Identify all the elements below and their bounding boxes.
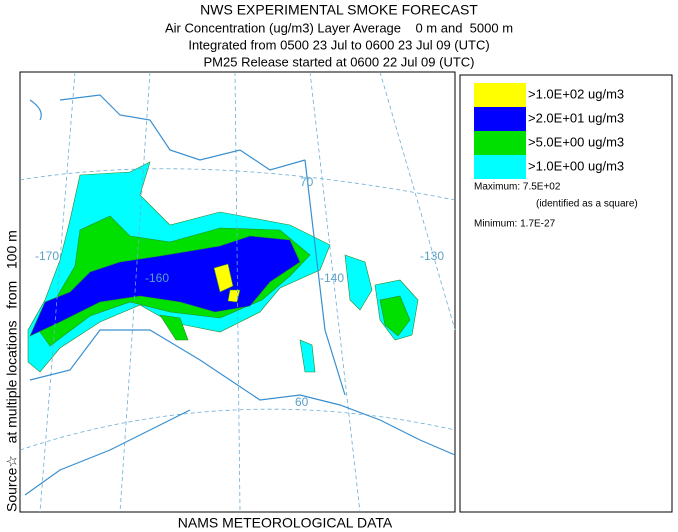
subtitle: PM25 Release started at 0600 22 Jul 09 (… [204,54,475,69]
legend-swatch [474,131,526,155]
graticule [39,71,76,513]
graticule [379,71,456,331]
title: NWS EXPERIMENTAL SMOKE FORECAST [200,2,478,18]
footer: NAMS METEOROLOGICAL DATA [178,515,393,531]
smoke-contour [227,289,241,303]
graticule-label: -170 [35,249,59,263]
coastline [59,94,306,171]
graticule-label: -140 [320,271,344,285]
coastline [29,99,42,121]
graticule [119,71,151,513]
graticule-label: 60 [295,395,309,409]
graticule [19,408,456,451]
subtitle: Air Concentration (ug/m3) Layer Average … [165,20,513,35]
coastline [29,329,456,456]
legend-label: >1.0E+00 ug/m3 [528,158,624,173]
source-label: Source☆ at multiple locations from 100 m [4,230,20,512]
border [304,159,346,396]
legend-label: >5.0E+00 ug/m3 [528,134,624,149]
smoke-contour [29,235,301,337]
graticule [309,71,361,513]
smoke-plume [27,161,419,373]
smoke-contour [379,295,411,337]
graticule-label: -130 [420,249,444,263]
legend-swatch [474,155,526,179]
subtitle: Integrated from 0500 23 Jul to 0600 23 J… [188,37,489,52]
legend-swatch [474,107,526,131]
maximum: Maximum: 7.5E+02 [474,182,561,193]
legend: >1.0E+02 ug/m3 >2.0E+01 ug/m3 >5.0E+00 ug/… [474,83,624,179]
graticule [19,168,456,201]
legend-swatch [474,83,526,107]
smoke-contour [299,339,316,373]
legend-label: >2.0E+01 ug/m3 [528,110,624,125]
smoke-contour [344,254,373,311]
minimum: Minimum: 1.7E-27 [474,219,556,230]
coastline [24,409,191,496]
graticule-label: -160 [145,271,169,285]
maximum-note: (identified as a square) [536,199,638,210]
legend-label: >1.0E+02 ug/m3 [528,86,624,101]
map: -170 -160 -140 -130 70 60 [19,71,456,513]
smoke-contour [159,314,189,341]
smoke-contour [213,263,234,293]
graticule [234,71,241,513]
graticule-label: 70 [300,175,314,189]
